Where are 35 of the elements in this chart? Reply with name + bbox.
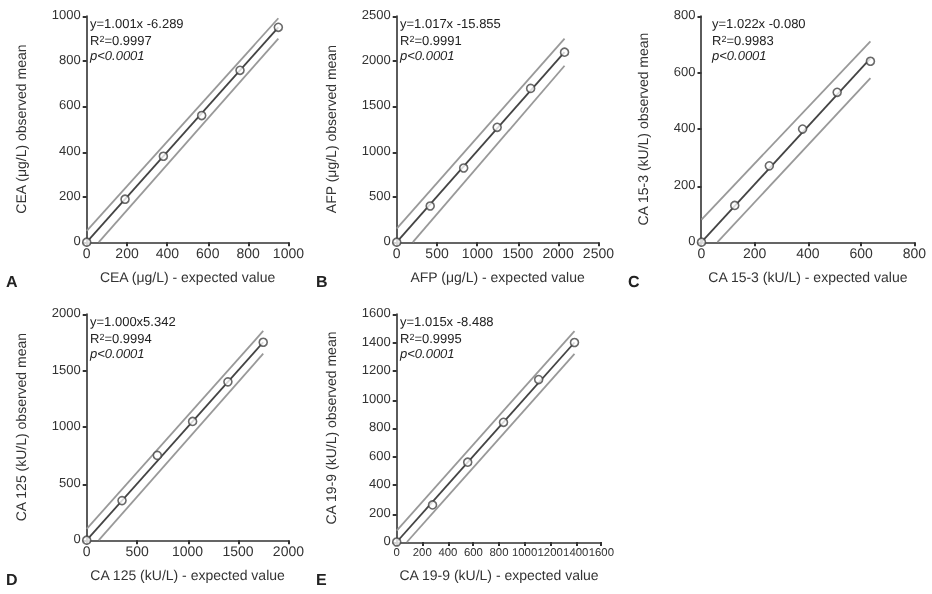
point [158,151,169,162]
point [462,457,473,467]
point [696,237,707,247]
text: B [316,273,328,291]
point [223,377,233,387]
point [258,337,269,348]
point [81,237,92,247]
text: C [628,273,640,291]
point [425,201,435,211]
point [273,22,284,33]
text: A [6,273,18,291]
point [569,337,580,348]
point [120,194,130,205]
point [729,200,740,211]
point [196,110,207,121]
point [498,417,509,428]
point [865,56,876,67]
text: D [6,571,18,589]
point [832,87,842,98]
point [533,374,544,385]
point [492,122,502,133]
point [427,500,438,510]
text: E [316,571,328,589]
point [152,450,163,461]
point [391,537,402,547]
point [458,163,469,173]
point [525,83,536,94]
point [235,65,245,76]
point [559,47,570,57]
point [764,161,775,171]
point [81,535,92,545]
point [391,237,402,247]
point [187,416,198,427]
point [117,495,127,506]
point [797,124,808,134]
